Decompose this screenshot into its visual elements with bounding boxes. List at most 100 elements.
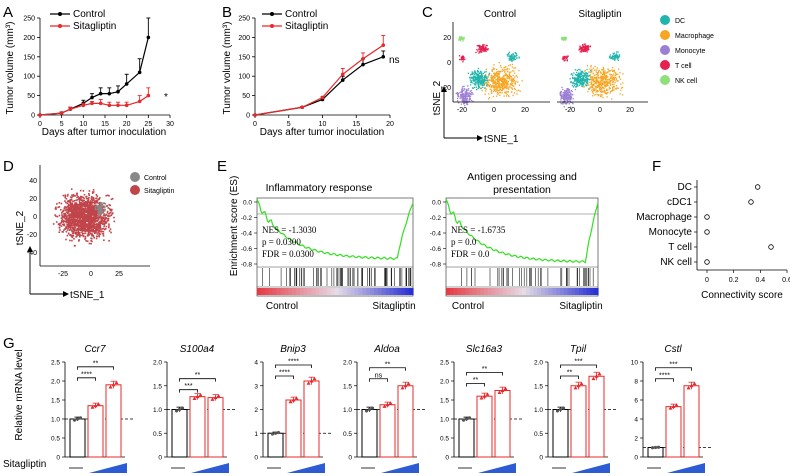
- tick-x: 0: [253, 121, 257, 128]
- legend-control: Control: [285, 9, 317, 20]
- bar: [552, 409, 569, 458]
- sig-bracket: [655, 367, 692, 371]
- bar: [87, 405, 104, 458]
- replicate-point: [216, 393, 221, 398]
- score-point: [704, 229, 710, 235]
- replicate-point: [93, 403, 98, 408]
- tick-y: 200: [23, 35, 35, 42]
- tick-y: 3: [254, 383, 258, 390]
- tick-x: -20: [457, 107, 467, 114]
- data-point: [81, 103, 86, 108]
- tick-y: 150: [23, 54, 35, 61]
- data-point: [137, 70, 142, 75]
- panel-e: E Enrichment score (ES) Inflammatory res…: [217, 158, 603, 312]
- data-point: [146, 35, 151, 40]
- category-label: cDC1: [667, 197, 692, 208]
- sig-bracket: [275, 364, 312, 368]
- tick-y: -40: [27, 250, 37, 257]
- data-point: [98, 91, 103, 96]
- tick-x: 5: [60, 121, 64, 128]
- sig-label: **: [195, 372, 201, 379]
- tick-y: 10: [631, 360, 639, 367]
- replicate-point: [210, 397, 215, 401]
- tick-x: 20: [386, 121, 394, 128]
- panel-label-d: D: [3, 158, 14, 175]
- bar: [171, 409, 188, 458]
- nes-value: NES = -1.3030: [262, 225, 317, 235]
- tsne-y-label: tSNE_2: [15, 210, 26, 245]
- tick-x: 20: [521, 107, 529, 114]
- category-label: Macrophage: [636, 212, 692, 223]
- tick-y: 4: [634, 417, 638, 424]
- category-label: T cell: [668, 242, 692, 253]
- p-value: p = 0.0: [451, 237, 477, 247]
- tick-y: 0.5: [51, 436, 60, 443]
- score-point: [704, 214, 710, 220]
- data-point: [361, 56, 365, 61]
- data-point: [361, 62, 365, 67]
- tick-y: -0.6: [430, 246, 442, 253]
- sig-bracket: [77, 377, 96, 381]
- tick-y: 1.5: [534, 383, 543, 390]
- sig-label: ****: [288, 359, 299, 366]
- tick-y: 0.5: [440, 436, 449, 443]
- gene-name: Slc16a3: [466, 344, 503, 355]
- category-label: DC: [678, 182, 692, 193]
- data-point: [300, 105, 305, 110]
- legend-sitagliptin: Sitagliptin: [73, 21, 116, 32]
- fdr-value: FDR = 0.0300: [262, 249, 314, 259]
- sig-label: ****: [279, 370, 290, 377]
- data-point: [137, 99, 142, 104]
- panel-label-a: A: [3, 4, 13, 21]
- rank-gradient: [446, 288, 599, 295]
- tick-y: 2: [254, 407, 258, 414]
- y-axis-label: Tumor volume (mm³): [5, 22, 16, 115]
- tick-x: 25: [144, 121, 152, 128]
- bar: [476, 395, 493, 458]
- data-point: [381, 55, 386, 59]
- data-point: [340, 72, 345, 77]
- tick-y: -0.4: [241, 231, 253, 238]
- sig-label: ****: [81, 371, 92, 378]
- panel-label-c: C: [422, 4, 433, 21]
- replicate-point: [686, 385, 691, 390]
- tsne-x-label: tSNE_1: [484, 134, 519, 145]
- tick-x: 30: [166, 121, 174, 128]
- score-point: [704, 259, 710, 265]
- gene-name: S100a4: [180, 344, 215, 355]
- tick-y: 0: [33, 214, 37, 221]
- data-point: [38, 113, 42, 117]
- tick-x: 20: [626, 107, 634, 114]
- tick-y: 150: [238, 54, 250, 61]
- sig-label: ns: [375, 372, 383, 379]
- gsea-title-antigen-2: presentation: [493, 184, 551, 196]
- bar-panel-s100a4: S100a4 0 0.5 1.0 1.5 2.0 *****: [153, 344, 235, 473]
- data-point: [320, 95, 325, 100]
- panel-label-b: B: [222, 4, 232, 21]
- data-point: [116, 89, 120, 94]
- p-value: p = 0.0300: [262, 237, 301, 247]
- replicate-point: [385, 402, 390, 407]
- score-point: [754, 184, 761, 190]
- data-point: [98, 101, 103, 106]
- sig-label: ***: [574, 359, 582, 366]
- tick-y: 50: [27, 93, 35, 100]
- sig-label: **: [473, 377, 479, 384]
- gsea-x-sitagliptin: Sitagliptin: [372, 301, 415, 312]
- series-line-sitagliptin: [39, 95, 149, 116]
- tick-x: 0.4: [755, 277, 765, 284]
- series-line-sitagliptin: [254, 44, 384, 116]
- replicate-point: [174, 409, 179, 413]
- legend-label: Macrophage: [675, 33, 714, 40]
- replicate-point: [597, 371, 602, 376]
- tick-y: -0.2: [430, 215, 442, 222]
- fdr-value: FDR = 0.0: [451, 249, 490, 259]
- replicate-point: [270, 432, 275, 436]
- tick-x: 15: [352, 121, 360, 128]
- bar: [69, 418, 86, 458]
- replicate-point: [668, 406, 673, 410]
- sig-bracket: [560, 364, 597, 368]
- bar: [361, 409, 378, 458]
- gene-name: Cstl: [664, 344, 682, 355]
